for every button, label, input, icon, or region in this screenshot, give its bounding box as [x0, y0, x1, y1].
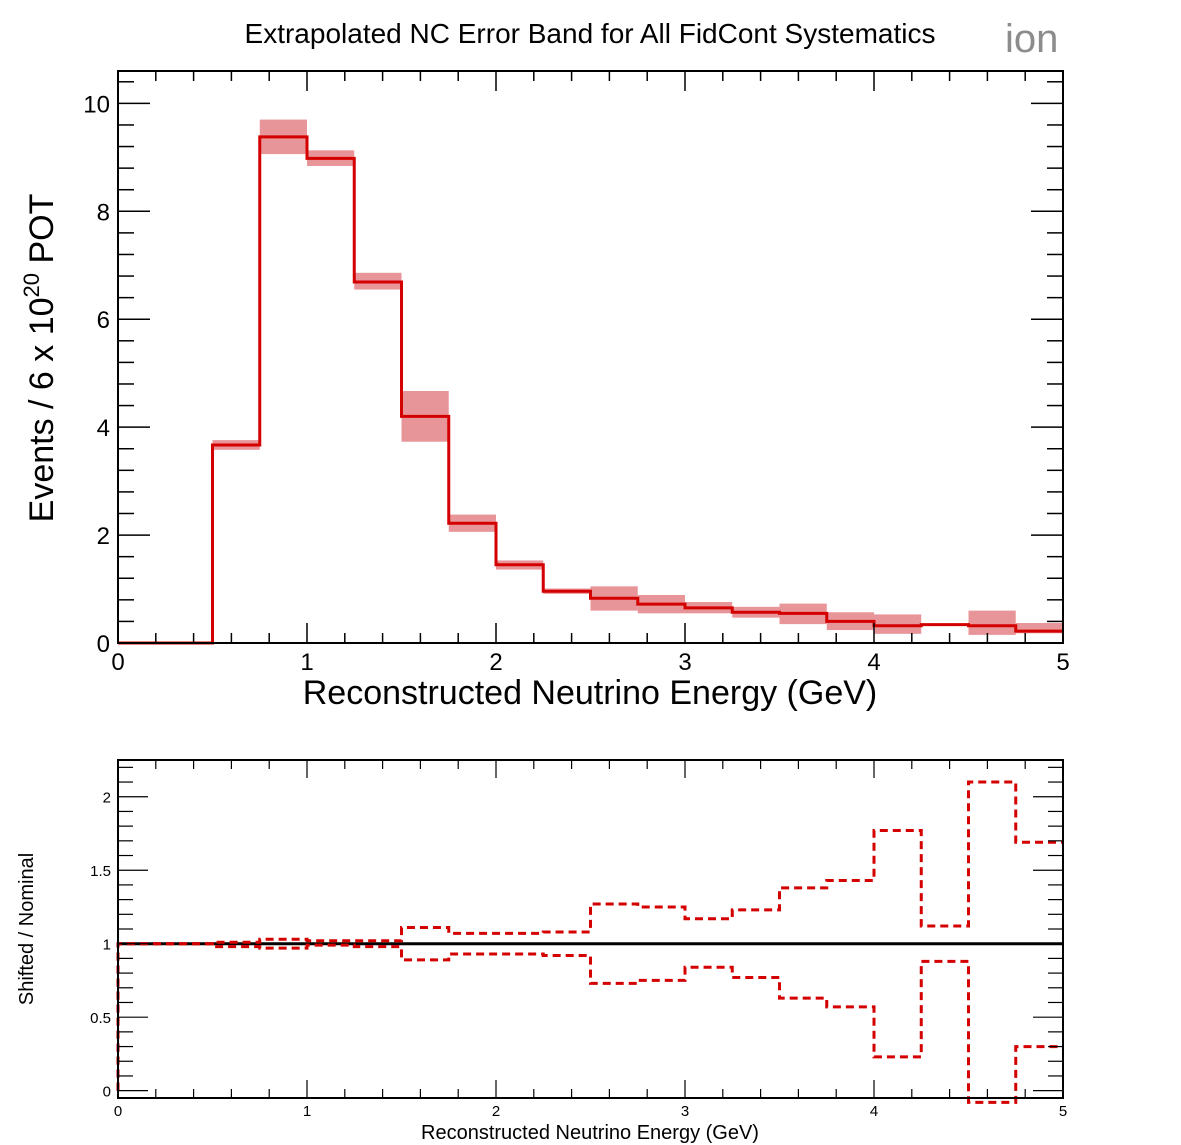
x-tick-label: 4 — [867, 649, 880, 676]
y-label-suffix: POT — [23, 194, 61, 273]
y-tick-label: 0 — [97, 631, 110, 658]
y-tick-label: 8 — [97, 199, 110, 226]
top-tick-labels: 0 1 2 3 4 5 0 2 4 6 8 10 — [83, 91, 1069, 676]
top-y-axis-label: Events / 6 x 1020 POT — [19, 194, 61, 523]
top-x-axis-label: Reconstructed Neutrino Energy (GeV) — [303, 674, 877, 712]
x-tick-label: 5 — [1056, 649, 1069, 676]
y-tick-label: 6 — [97, 307, 110, 334]
y-tick-label: 4 — [97, 415, 110, 442]
ratio-axis-ticks — [117, 760, 1064, 1098]
x-tick-label: 2 — [492, 1103, 500, 1120]
x-tick-label: 1 — [303, 1103, 311, 1120]
error-band-bin — [874, 614, 922, 634]
top-error-band — [212, 119, 1063, 635]
ratio-dashed-step-line — [116, 780, 1063, 1091]
y-label-base: Events / 6 x 10 — [23, 297, 61, 522]
top-plot-frame — [117, 70, 1064, 644]
ratio-dashed-step-line — [116, 942, 1063, 1104]
top-axis-ticks — [117, 71, 1064, 644]
nominal-step-line — [118, 135, 1063, 645]
y-tick-label: 2 — [97, 523, 110, 550]
x-tick-label: 2 — [489, 649, 502, 676]
ratio-x-axis-label: Reconstructed Neutrino Energy (GeV) — [421, 1122, 759, 1144]
x-tick-label: 0 — [114, 1103, 122, 1120]
top-nominal-histogram — [118, 135, 1063, 645]
chart-title: Extrapolated NC Error Band for All FidCo… — [245, 18, 936, 49]
y-tick-label: 0.5 — [90, 1010, 111, 1027]
ratio-tick-labels: 0 1 2 3 4 5 0 0.5 1 1.5 2 — [90, 790, 1067, 1120]
x-tick-label: 3 — [678, 649, 691, 676]
y-tick-label: 10 — [83, 91, 110, 118]
error-band-bin — [968, 610, 1016, 635]
x-tick-label: 5 — [1059, 1103, 1067, 1120]
y-tick-label: 2 — [103, 790, 111, 807]
x-tick-label: 1 — [300, 649, 313, 676]
ratio-y-axis-label: Shifted / Nominal — [16, 853, 38, 1005]
y-tick-label: 1 — [103, 937, 111, 954]
y-tick-label: 0 — [103, 1084, 111, 1101]
x-tick-label: 3 — [681, 1103, 689, 1120]
x-tick-label: 0 — [111, 649, 124, 676]
error-band-bin — [1015, 623, 1063, 634]
y-tick-label: 1.5 — [90, 863, 111, 880]
ratio-series — [116, 780, 1063, 1104]
watermark-text: ion — [1005, 17, 1058, 61]
x-tick-label: 4 — [870, 1103, 878, 1120]
y-label-exponent: 20 — [19, 273, 44, 297]
